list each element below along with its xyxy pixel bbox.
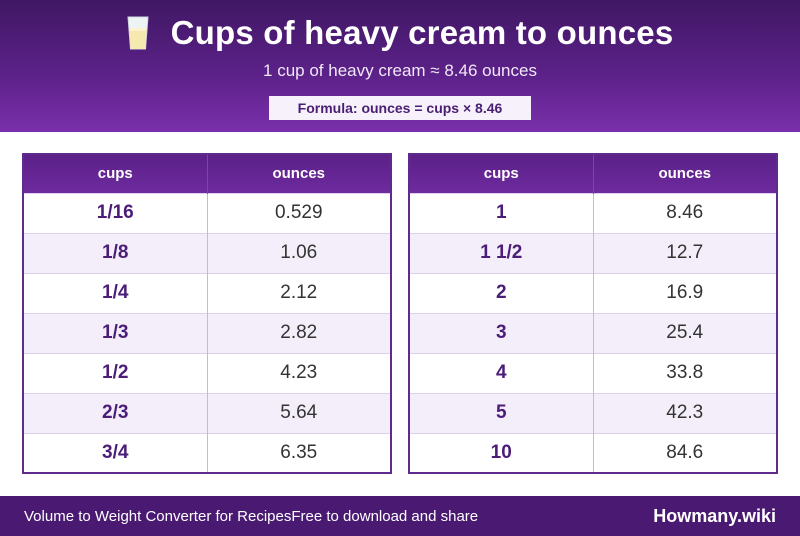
ounces-cell: 6.35	[207, 432, 391, 473]
footer-converter-link[interactable]: Volume to Weight Converter for Recipes	[24, 507, 292, 525]
table-row: 1/2 4.23	[23, 352, 391, 393]
table-row: 1 1/2 12.7	[409, 232, 777, 273]
formula-badge: Formula: ounces = cups × 8.46	[269, 96, 531, 120]
column-header-cups: cups	[23, 154, 208, 193]
table-header-row: cups ounces	[409, 154, 777, 193]
ounces-cell: 2.12	[207, 272, 391, 313]
table-row: 1/4 2.12	[23, 272, 391, 313]
column-header-cups: cups	[409, 154, 594, 193]
ounces-cell: 4.23	[207, 352, 391, 393]
table-row: 5 42.3	[409, 392, 777, 433]
page-subtitle: 1 cup of heavy cream ≈ 8.46 ounces	[263, 61, 537, 80]
ounces-cell: 12.7	[593, 232, 777, 273]
cups-cell: 3/4	[23, 432, 208, 473]
cups-cell: 5	[409, 392, 594, 433]
ounces-cell: 8.46	[593, 192, 777, 233]
ounces-cell: 2.82	[207, 312, 391, 353]
column-header-ounces: ounces	[207, 154, 391, 193]
milk-glass-icon	[127, 16, 149, 50]
ounces-cell: 5.64	[207, 392, 391, 433]
table-row: 3/4 6.35	[23, 432, 391, 473]
cups-cell: 1	[409, 192, 594, 233]
cups-cell: 1/3	[23, 312, 208, 353]
table-row: 1/8 1.06	[23, 232, 391, 273]
page-title: Cups of heavy cream to ounces	[170, 14, 674, 51]
footer-bar: Volume to Weight Converter for Recipes F…	[0, 496, 800, 536]
cups-cell: 2	[409, 272, 594, 313]
conversion-table-right: cups ounces 1 8.46 1 1/2 12.7 2 16.9 3 2…	[408, 153, 778, 474]
cups-cell: 3	[409, 312, 594, 353]
table-row: 1 8.46	[409, 192, 777, 233]
ounces-cell: 25.4	[593, 312, 777, 353]
cups-cell: 1/4	[23, 272, 208, 313]
title-row: Cups of heavy cream to ounces	[0, 14, 800, 52]
cups-cell: 1/8	[23, 232, 208, 273]
cups-cell: 4	[409, 352, 594, 393]
brand-logo[interactable]: Howmany.wiki	[653, 505, 776, 526]
table-row: 3 25.4	[409, 312, 777, 353]
table-row: 2 16.9	[409, 272, 777, 313]
conversion-table-left: cups ounces 1/16 0.529 1/8 1.06 1/4 2.12…	[22, 153, 392, 474]
table-header-row: cups ounces	[23, 154, 391, 193]
table-row: 4 33.8	[409, 352, 777, 393]
ounces-cell: 1.06	[207, 232, 391, 273]
cups-cell: 1/16	[23, 192, 208, 233]
cups-cell: 1/2	[23, 352, 208, 393]
table-row: 10 84.6	[409, 432, 777, 473]
cups-cell: 10	[409, 432, 594, 473]
ounces-cell: 16.9	[593, 272, 777, 313]
table-row: 1/16 0.529	[23, 192, 391, 233]
cups-cell: 1 1/2	[409, 232, 594, 273]
table-row: 2/3 5.64	[23, 392, 391, 433]
cups-cell: 2/3	[23, 392, 208, 433]
header-banner: Cups of heavy cream to ounces 1 cup of h…	[0, 0, 800, 132]
ounces-cell: 0.529	[207, 192, 391, 233]
column-header-ounces: ounces	[593, 154, 777, 193]
ounces-cell: 33.8	[593, 352, 777, 393]
footer-share-note: Free to download and share	[291, 507, 479, 525]
ounces-cell: 84.6	[593, 432, 777, 473]
table-row: 1/3 2.82	[23, 312, 391, 353]
ounces-cell: 42.3	[593, 392, 777, 433]
